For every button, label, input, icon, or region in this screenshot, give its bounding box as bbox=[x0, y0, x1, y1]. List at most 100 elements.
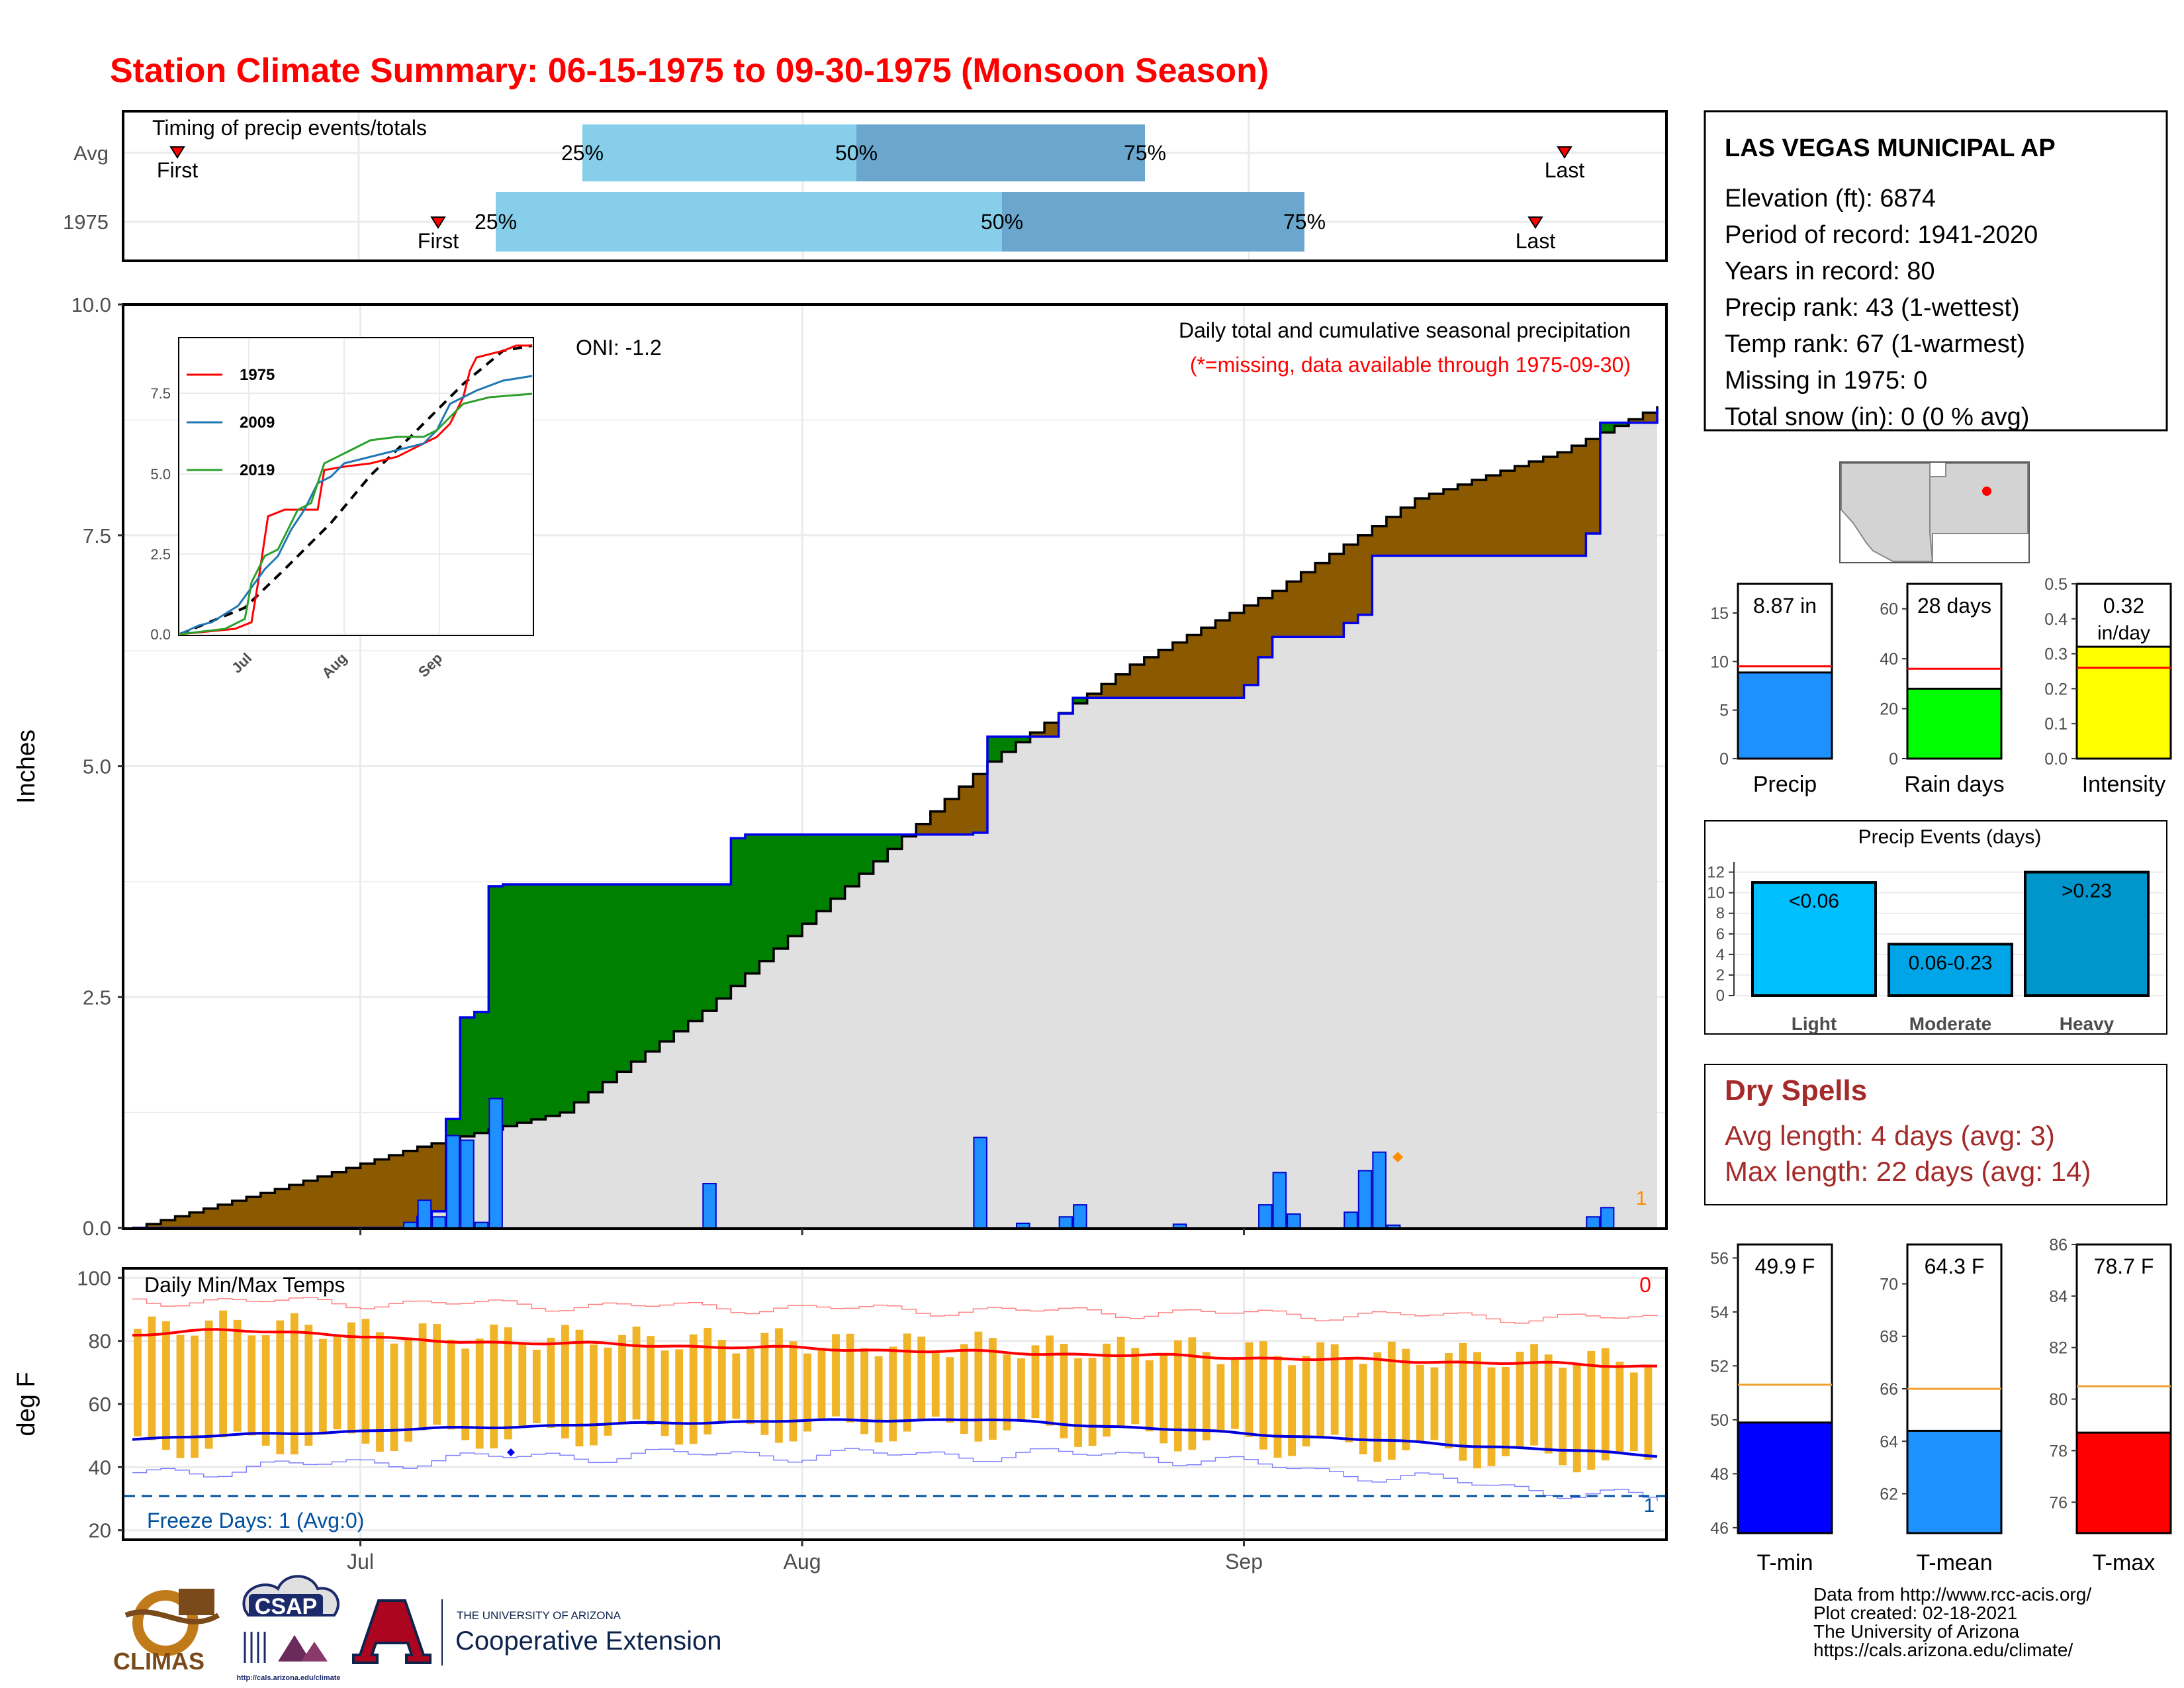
ua-small-text: THE UNIVERSITY OF ARIZONA bbox=[457, 1609, 621, 1622]
daily-temp-bar bbox=[1629, 1372, 1638, 1452]
temp-summary-tick-label: 54 bbox=[1710, 1303, 1729, 1322]
inset-legend-1975: 1975 bbox=[240, 366, 275, 384]
events-bar-chart: 0 2 4 6 8 10 12 <0.06 Light 0.06-0.23 Moderate >0.2… bbox=[1707, 862, 2164, 1034]
daily-temp-bar bbox=[647, 1336, 655, 1425]
daily-temp-bar bbox=[789, 1341, 797, 1442]
daily-temp-bar bbox=[304, 1325, 313, 1446]
daily-temp-bar bbox=[974, 1331, 983, 1442]
anomaly-fill-day bbox=[731, 838, 746, 986]
anomaly-fill-day bbox=[1586, 439, 1601, 534]
temp-summary-tick-label: 68 bbox=[1880, 1328, 1898, 1346]
anomaly-fill-day bbox=[1557, 452, 1572, 556]
record-min-line bbox=[132, 1448, 1658, 1501]
station-years: Years in record: 80 bbox=[1725, 258, 1935, 285]
inset-ytick-1: 2.5 bbox=[150, 546, 171, 563]
climas-logo: CLIMAS bbox=[113, 1589, 220, 1675]
temp-ytick-label: 40 bbox=[89, 1456, 111, 1479]
timing-row-label-avg: Avg bbox=[73, 142, 109, 165]
anomaly-fill-day bbox=[1101, 684, 1116, 698]
daily-temp-bar bbox=[1231, 1357, 1239, 1429]
temp-summary-2: 78.7 F T-max 76 78 80 82 84 86 bbox=[2049, 1236, 2172, 1575]
mini-bar-value: 28 days bbox=[1917, 594, 1991, 618]
anomaly-fill-day bbox=[531, 884, 547, 1119]
daily-temp-bar bbox=[846, 1333, 854, 1423]
anomaly-fill-day bbox=[588, 884, 604, 1092]
inset-average-line bbox=[179, 344, 533, 635]
footer-data-source: Data from http://www.rcc-acis.org/ bbox=[1813, 1584, 2091, 1605]
daily-temp-bar bbox=[1445, 1353, 1453, 1449]
temp-summary-tick-label: 80 bbox=[2049, 1391, 2068, 1409]
daily-temp-bar bbox=[1473, 1352, 1481, 1469]
daily-temp-bar bbox=[832, 1334, 840, 1417]
daily-temp-bar bbox=[276, 1320, 285, 1454]
main-y-axis-label: Inches bbox=[13, 729, 40, 804]
mini-bar-tick-label: 0 bbox=[1889, 750, 1898, 769]
daily-precip-bar bbox=[1016, 1223, 1030, 1229]
daily-temp-bar bbox=[1587, 1350, 1596, 1470]
event-bar-label: Heavy bbox=[2060, 1013, 2115, 1034]
anomaly-fill-day bbox=[1230, 612, 1245, 698]
dry-spells-avg: Avg length: 4 days (avg: 3) bbox=[1725, 1120, 2055, 1151]
timing-avg-q75-label: 75% bbox=[1124, 141, 1166, 165]
temp-summary-tick-label: 46 bbox=[1710, 1519, 1729, 1538]
timing-1975-last-marker bbox=[1527, 216, 1543, 229]
daily-temp-bar bbox=[988, 1338, 997, 1440]
daily-temp-bar bbox=[1173, 1340, 1182, 1452]
anomaly-fill-day bbox=[232, 1200, 247, 1228]
map-states-shape bbox=[1841, 463, 2028, 562]
timing-1975-last-label: Last bbox=[1516, 229, 1556, 253]
daily-temp-bar bbox=[917, 1336, 926, 1421]
anomaly-fill-day bbox=[702, 884, 717, 1011]
daily-temp-bar bbox=[1017, 1358, 1025, 1421]
temp-summary-tick-label: 84 bbox=[2049, 1288, 2068, 1306]
csap-logo: CSAP http://cals.arizona.edu/climate bbox=[236, 1575, 341, 1682]
daily-temp-bar bbox=[490, 1324, 498, 1449]
daily-temp-bar bbox=[1288, 1365, 1296, 1456]
anomaly-fill-day bbox=[545, 884, 561, 1116]
freeze-days-note: Freeze Days: 1 (Avg:0) bbox=[147, 1509, 364, 1532]
anomaly-fill-day bbox=[602, 884, 617, 1082]
temp-summary-tick-label: 82 bbox=[2049, 1339, 2068, 1358]
mini-bar-fill bbox=[1906, 687, 2003, 760]
temp-summary-value: 78.7 F bbox=[2094, 1254, 2154, 1278]
daily-temp-bar bbox=[1316, 1342, 1325, 1437]
anomaly-fill-day bbox=[303, 1180, 318, 1228]
daily-temp-bar bbox=[1559, 1368, 1567, 1466]
daily-temp-bar bbox=[760, 1333, 769, 1435]
events-title: Precip Events (days) bbox=[1858, 826, 2042, 848]
inset-2009-line bbox=[179, 375, 533, 635]
daily-temp-bar bbox=[903, 1333, 911, 1432]
station-elevation: Elevation (ft): 6874 bbox=[1725, 185, 1936, 212]
anomaly-fill-day bbox=[859, 834, 874, 874]
temp-ytick-label: 100 bbox=[77, 1266, 111, 1289]
daily-precip-bar bbox=[1343, 1211, 1358, 1229]
hot-days-count: 0 bbox=[1639, 1273, 1651, 1297]
mini-bar-1: 28 days Rain days 0 20 40 60 bbox=[1880, 583, 2005, 797]
anomaly-fill-day bbox=[375, 1159, 390, 1228]
anomaly-fill-day bbox=[1514, 466, 1529, 556]
anomaly-fill-day bbox=[1372, 526, 1387, 556]
mini-bar-label: Precip bbox=[1753, 772, 1817, 797]
anomaly-fill-day bbox=[773, 834, 789, 949]
daily-temp-bar bbox=[1373, 1352, 1382, 1462]
locator-map bbox=[1839, 461, 2030, 563]
anomaly-fill-day bbox=[631, 884, 646, 1062]
anomaly-fill-day bbox=[1343, 544, 1359, 624]
inset-2019-line bbox=[179, 393, 533, 635]
daily-temp-bar bbox=[732, 1353, 741, 1419]
daily-temp-bar bbox=[1572, 1364, 1581, 1473]
daily-precip-bar bbox=[1372, 1151, 1387, 1229]
inset-legend-2009: 2009 bbox=[240, 414, 275, 432]
daily-temp-bar bbox=[134, 1329, 142, 1436]
anomaly-fill-day bbox=[617, 884, 632, 1072]
page-title: Station Climate Summary: 06-15-1975 to 0… bbox=[110, 52, 1269, 90]
station-name: LAS VEGAS MUNICIPAL AP bbox=[1725, 134, 2056, 162]
daily-temp-bar bbox=[1345, 1358, 1353, 1442]
daily-temp-bar bbox=[404, 1337, 412, 1442]
daily-temp-bar bbox=[604, 1347, 612, 1436]
anomaly-fill-day bbox=[1300, 572, 1316, 637]
anomaly-fill-day bbox=[317, 1176, 333, 1228]
anomaly-fill-day bbox=[1201, 628, 1216, 698]
footer-university: The University of Arizona bbox=[1813, 1621, 2020, 1642]
daily-temp-bar bbox=[575, 1329, 584, 1446]
